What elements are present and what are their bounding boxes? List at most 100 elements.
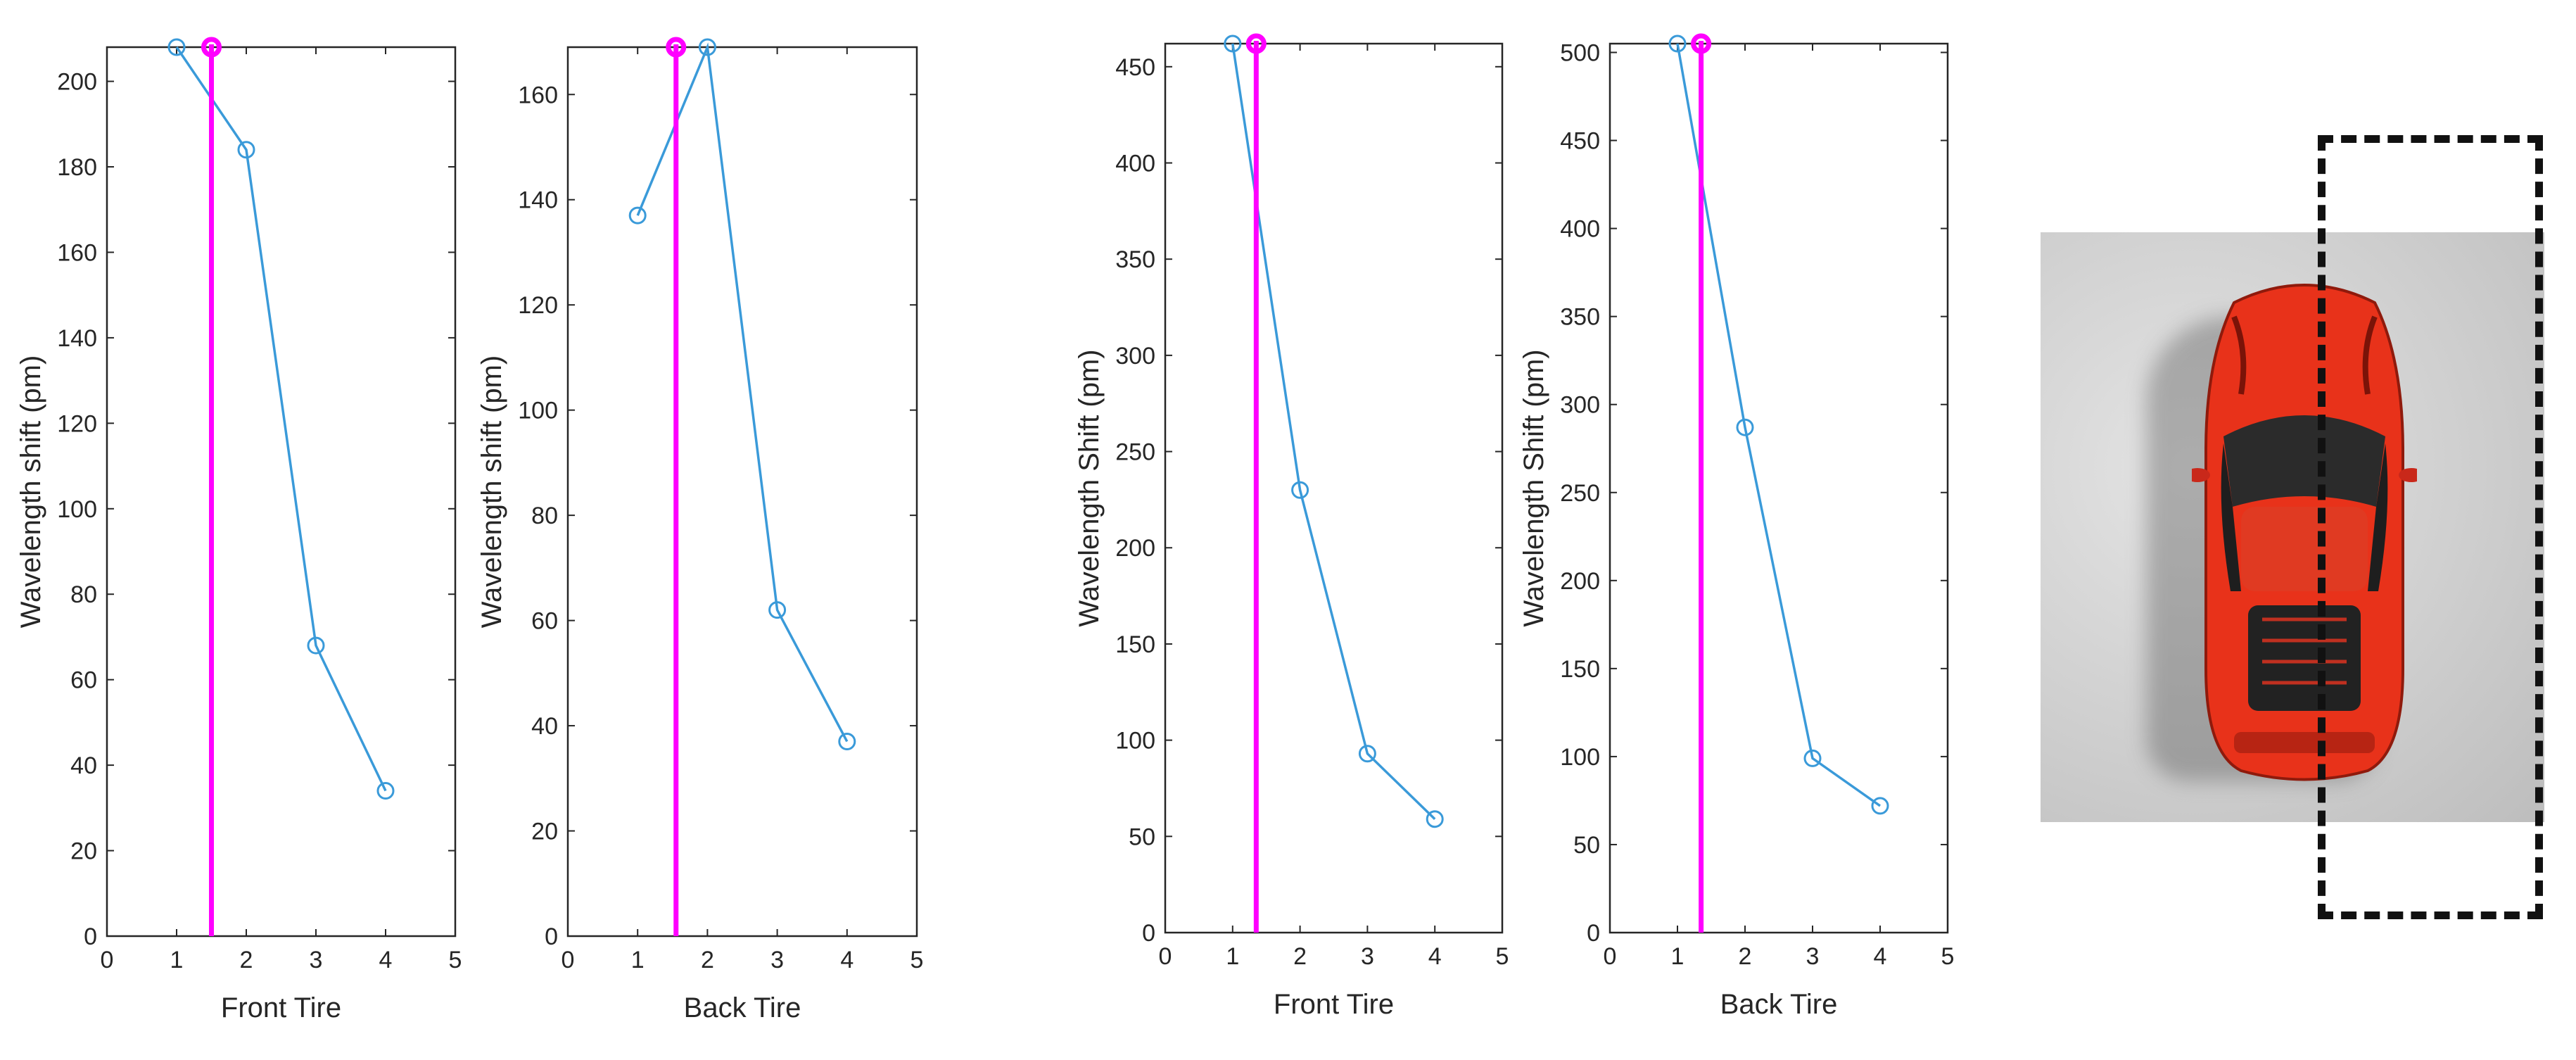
x-tick-label: 1 (631, 947, 645, 973)
data-point (1803, 749, 1822, 767)
y-tick-label: 100 (57, 496, 97, 523)
x-tick-label: 2 (1739, 943, 1752, 970)
y-tick-label: 40 (531, 713, 558, 740)
marker-line-cap (201, 37, 222, 58)
x-axis-label: Back Tire (684, 992, 801, 1023)
y-tick-label: 0 (1587, 920, 1600, 947)
y-tick-label: 20 (70, 838, 97, 865)
data-point (838, 732, 856, 750)
car-photo (2041, 232, 2544, 822)
x-tick-label: 3 (1361, 943, 1374, 970)
chart-1: 0 1 2 3 4 5 0 20 40 60 80 100 120 140 160 180 200 Front T… (15, 37, 462, 1023)
marker-line-cap (666, 37, 687, 58)
y-tick-label: 200 (57, 69, 97, 96)
x-axis-label: Back Tire (1720, 989, 1838, 1020)
y-tick-label: 400 (1115, 150, 1155, 177)
x-tick-label: 0 (561, 947, 575, 973)
y-tick-label: 140 (518, 187, 558, 214)
y-axis-label: Wavelength Shift (pm) (1074, 349, 1105, 626)
chart-2: 0 1 2 3 4 5 0 20 40 60 80 100 120 140 160 Back Tire Wave… (476, 37, 924, 1023)
y-tick-label: 120 (57, 410, 97, 437)
y-axis-label: Wavelength shift (pm) (476, 355, 507, 629)
series-line (1231, 43, 1436, 820)
x-tick-label: 2 (240, 947, 253, 973)
y-tick-label: 20 (531, 819, 558, 845)
plot-area (1164, 42, 1504, 934)
y-tick-label: 350 (1115, 246, 1155, 273)
data-point (698, 38, 716, 56)
y-tick-label: 100 (518, 398, 558, 424)
y-tick-label: 350 (1560, 304, 1600, 331)
data-point (1736, 418, 1754, 436)
y-tick-label: 250 (1115, 439, 1155, 466)
x-tick-label: 3 (770, 947, 784, 973)
data-point (376, 782, 395, 800)
x-tick-label: 5 (911, 947, 924, 973)
y-tick-label: 150 (1115, 631, 1155, 658)
data-point (628, 206, 647, 225)
y-tick-label: 80 (531, 503, 558, 529)
data-point (1224, 34, 1242, 53)
data-point (307, 636, 325, 655)
y-tick-label: 50 (1573, 832, 1600, 859)
y-tick-label: 150 (1560, 656, 1600, 683)
series-line (636, 42, 849, 743)
y-tick-label: 80 (70, 581, 97, 608)
y-tick-label: 450 (1115, 54, 1155, 81)
x-tick-label: 5 (1496, 943, 1509, 970)
y-tick-label: 300 (1560, 392, 1600, 419)
series-line (175, 46, 387, 792)
data-point (768, 601, 787, 619)
x-tick-label: 4 (840, 947, 854, 973)
x-tick-label: 3 (310, 947, 323, 973)
marker-line-cap (1691, 33, 1712, 54)
y-tick-label: 60 (531, 608, 558, 635)
y-tick-label: 140 (57, 325, 97, 352)
series-line (1676, 43, 1882, 807)
red-sports-car-icon (2192, 284, 2417, 781)
x-axis-label: Front Tire (1274, 989, 1394, 1020)
y-tick-label: 40 (70, 752, 97, 779)
x-tick-label: 5 (449, 947, 462, 973)
x-tick-label: 1 (1671, 943, 1684, 970)
data-point (1426, 810, 1444, 828)
x-tick-label: 4 (1874, 943, 1887, 970)
data-point (1668, 34, 1687, 53)
y-tick-label: 100 (1560, 744, 1600, 771)
data-point (167, 38, 186, 56)
y-tick-label: 60 (70, 667, 97, 694)
y-tick-label: 200 (1560, 568, 1600, 595)
x-tick-label: 0 (1604, 943, 1617, 970)
data-point (1358, 745, 1376, 763)
x-tick-label: 2 (1293, 943, 1307, 970)
y-tick-label: 120 (518, 292, 558, 319)
y-tick-label: 180 (57, 154, 97, 181)
y-tick-label: 0 (545, 923, 558, 950)
dashed-selection-box (2318, 135, 2543, 919)
y-tick-label: 200 (1115, 535, 1155, 562)
y-tick-label: 160 (518, 82, 558, 108)
data-point (1291, 481, 1309, 499)
y-tick-label: 160 (57, 239, 97, 266)
x-tick-label: 1 (1226, 943, 1239, 970)
x-tick-label: 2 (701, 947, 714, 973)
y-tick-label: 250 (1560, 480, 1600, 507)
plot-area (566, 46, 918, 938)
y-tick-label: 400 (1560, 216, 1600, 243)
x-tick-label: 5 (1941, 943, 1955, 970)
x-tick-label: 4 (379, 947, 393, 973)
x-tick-label: 4 (1428, 943, 1442, 970)
x-axis-label: Front Tire (221, 992, 341, 1023)
x-tick-label: 3 (1806, 943, 1820, 970)
y-tick-label: 0 (84, 923, 97, 950)
y-tick-label: 50 (1129, 824, 1155, 850)
x-tick-label: 0 (101, 947, 114, 973)
y-axis-label: Wavelength Shift (pm) (1518, 349, 1549, 626)
x-tick-label: 0 (1159, 943, 1172, 970)
chart-4: 0 1 2 3 4 5050100150200250300350400450500Back… (1518, 33, 1955, 1020)
y-tick-label: 100 (1115, 728, 1155, 755)
marker-line-cap (1245, 33, 1267, 54)
